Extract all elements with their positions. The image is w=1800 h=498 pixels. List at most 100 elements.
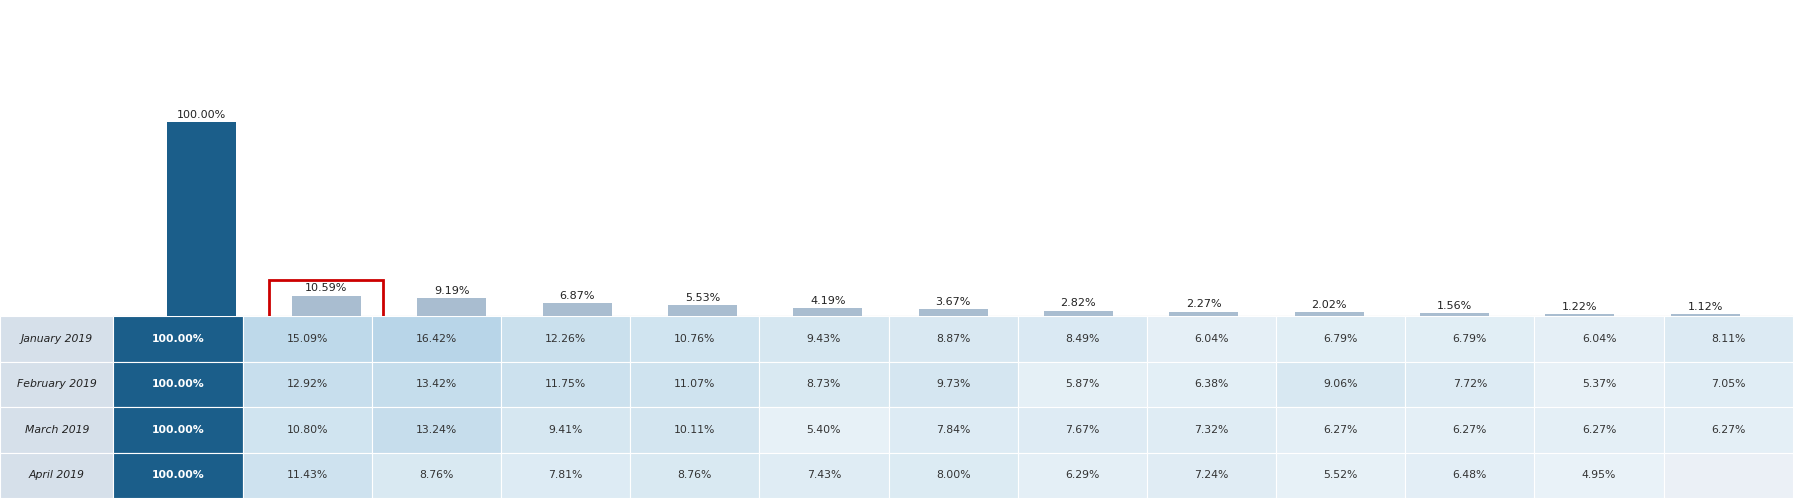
Text: 7.84%: 7.84% [936,425,970,435]
Bar [1147,407,1276,453]
Bar [0,316,113,362]
Text: 6.38%: 6.38% [1193,379,1229,389]
Text: 100.00%: 100.00% [151,425,205,435]
Bar [292,296,362,316]
Bar [1670,314,1739,316]
Text: 12.92%: 12.92% [286,379,328,389]
Bar [1544,314,1615,316]
Bar [113,316,243,362]
Bar [1534,453,1663,498]
Bar [373,316,500,362]
Text: SELECT A KPI TO CHANGE METRIC: SELECT A KPI TO CHANGE METRIC [22,52,259,65]
Text: 2.27%: 2.27% [1186,299,1222,309]
Text: 4.19%: 4.19% [810,296,846,306]
Bar [542,303,612,316]
Bar [630,453,760,498]
Bar [0,407,113,453]
Bar [1663,362,1793,407]
Bar [1017,453,1147,498]
Bar [500,362,630,407]
Text: 11.43%: 11.43% [286,470,328,480]
Bar [760,362,889,407]
Bar [1044,311,1112,316]
Bar [1276,316,1406,362]
Bar [500,407,630,453]
Text: 1.22%: 1.22% [1562,301,1597,312]
Text: 8.00%: 8.00% [936,470,970,480]
Bar [1147,316,1276,362]
Bar [373,407,500,453]
Text: 9.19%: 9.19% [434,286,470,296]
Bar [1276,453,1406,498]
Text: 8.87%: 8.87% [936,334,970,344]
Bar [1534,407,1663,453]
Bar [1017,407,1147,453]
Bar [113,362,243,407]
Text: 2.02%: 2.02% [1312,300,1346,310]
Text: 8.49%: 8.49% [1066,334,1100,344]
Text: 6.27%: 6.27% [1453,425,1487,435]
Bar [1406,453,1534,498]
Text: 9.41%: 9.41% [549,425,583,435]
Bar [243,453,373,498]
Text: 10.80%: 10.80% [286,425,328,435]
Bar [500,316,630,362]
Bar [270,280,383,328]
Text: 11.07%: 11.07% [673,379,715,389]
Bar [1406,362,1534,407]
Bar [760,407,889,453]
Bar [630,316,760,362]
Text: 2.82%: 2.82% [1060,298,1096,308]
Bar [418,298,486,316]
Bar [1420,313,1489,316]
Text: 6.27%: 6.27% [1582,425,1616,435]
Text: 5.37%: 5.37% [1582,379,1616,389]
Text: 5.87%: 5.87% [1066,379,1100,389]
Bar [373,453,500,498]
Text: January 2019: January 2019 [20,334,94,344]
Bar [1406,407,1534,453]
Text: 10.11%: 10.11% [673,425,715,435]
Text: 7.72%: 7.72% [1453,379,1487,389]
Bar [760,453,889,498]
Text: 1.12%: 1.12% [1687,302,1723,312]
Bar [1534,362,1663,407]
Text: 6.48%: 6.48% [1453,470,1487,480]
Bar [794,308,862,316]
Bar [668,305,736,316]
Bar [1147,453,1276,498]
Text: 6.04%: 6.04% [1582,334,1616,344]
Text: 6.27%: 6.27% [1323,425,1357,435]
Bar [1406,316,1534,362]
Text: 13.24%: 13.24% [416,425,457,435]
Text: 3.67%: 3.67% [936,297,970,307]
Bar [1534,316,1663,362]
Bar [243,362,373,407]
Bar [0,362,113,407]
Bar [889,316,1017,362]
Bar [630,362,760,407]
Text: 6.79%: 6.79% [1453,334,1487,344]
Text: 15.09%: 15.09% [286,334,328,344]
Bar [113,453,243,498]
Text: 6.04%: 6.04% [1193,334,1229,344]
Bar [0,453,113,498]
Bar [1276,407,1406,453]
Bar [889,407,1017,453]
Bar [889,453,1017,498]
Text: 8.11%: 8.11% [1712,334,1746,344]
Bar [630,407,760,453]
Text: 10.59%: 10.59% [306,283,347,293]
Bar [373,362,500,407]
Text: April 2019: April 2019 [29,470,85,480]
Text: 5.52%: 5.52% [1323,470,1357,480]
Text: 10.76%: 10.76% [673,334,715,344]
Text: 100.00%: 100.00% [151,379,205,389]
Text: 8.76%: 8.76% [677,470,713,480]
Bar [1147,362,1276,407]
Bar [243,316,373,362]
Text: 6.79%: 6.79% [1323,334,1357,344]
Bar [1663,407,1793,453]
Text: 5.53%: 5.53% [684,293,720,303]
Text: 8.76%: 8.76% [419,470,454,480]
